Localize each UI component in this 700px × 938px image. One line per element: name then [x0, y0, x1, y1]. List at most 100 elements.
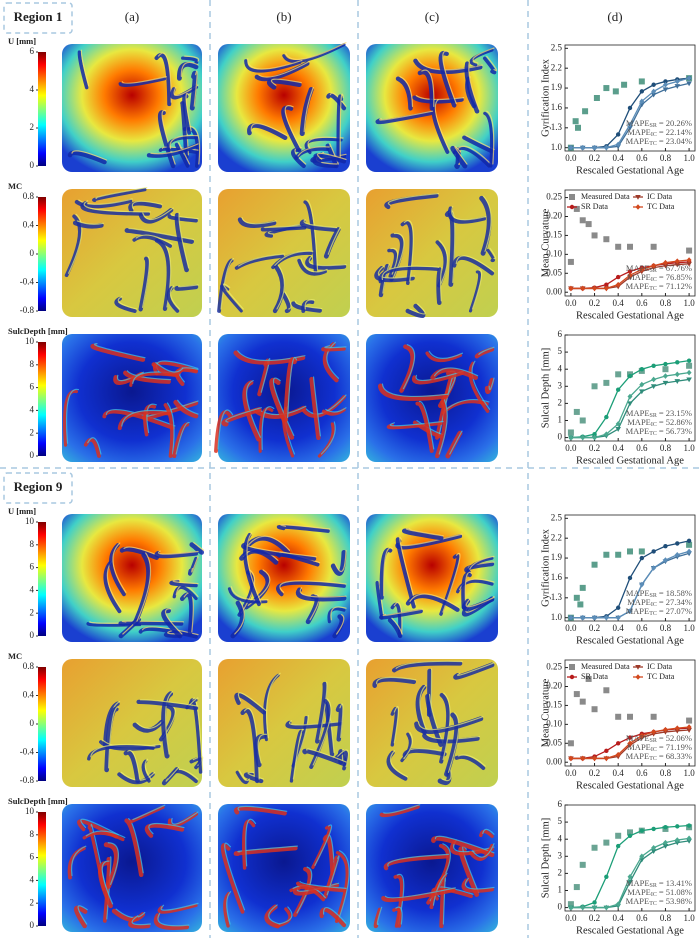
fold-highlight: [438, 399, 448, 455]
fold: [392, 907, 402, 928]
colorbar: [38, 812, 46, 926]
fold-highlight: [108, 706, 119, 769]
y-tick-label: 4: [558, 363, 563, 373]
colorbar-label: U [mm]: [8, 506, 36, 516]
y-tick-label: 1.9: [551, 82, 563, 92]
legend-label: TC Data: [647, 202, 675, 211]
x-tick-label: 1.0: [683, 153, 695, 163]
fold-highlight: [382, 608, 424, 616]
fold: [172, 585, 198, 601]
fold-highlight: [121, 76, 167, 84]
x-tick-label: 0.8: [660, 443, 672, 453]
fold-highlight: [296, 866, 313, 914]
data-point: [674, 728, 681, 734]
fold: [375, 581, 384, 620]
rendering: [366, 804, 498, 932]
data-point: [567, 429, 574, 436]
column-label: (d): [607, 9, 622, 24]
colorbar-tick-label: -0.8: [20, 775, 35, 785]
fold-highlight: [177, 141, 191, 165]
data-point: [638, 548, 645, 555]
fold-highlight: [112, 542, 127, 593]
y-tick-label: 5: [558, 346, 563, 356]
fold: [67, 150, 107, 165]
data-point: [627, 548, 633, 555]
data-point: [592, 904, 598, 911]
data-point: [686, 257, 692, 263]
x-tick-label: 0.4: [613, 443, 625, 453]
fold-highlight: [399, 536, 417, 606]
fold-highlight: [191, 556, 199, 573]
y-axis-label: Mean Curvature: [540, 678, 551, 747]
fold-highlight: [465, 596, 495, 608]
fold-highlight: [95, 186, 148, 199]
fold-highlight: [464, 571, 473, 606]
fold-highlight: [121, 620, 184, 623]
colorbar-tick-label: 0: [30, 920, 35, 930]
data-point: [651, 844, 657, 851]
data-point: [615, 421, 621, 427]
data-point: [638, 78, 645, 85]
data-point: [675, 360, 680, 365]
annotation-text: MAPE: [627, 742, 651, 752]
fold: [153, 913, 190, 930]
fold: [136, 699, 199, 711]
fold-highlight: [87, 437, 102, 455]
fold-highlight: [338, 850, 350, 920]
fold: [405, 303, 426, 319]
fold-highlight: [248, 535, 291, 551]
data-point: [567, 901, 574, 908]
legend-marker: [635, 665, 641, 670]
fold-highlight: [230, 586, 269, 601]
x-tick-label: 0.0: [565, 913, 577, 923]
colorbar: [38, 52, 46, 166]
fold-highlight: [457, 662, 495, 676]
data-point: [567, 740, 574, 747]
fold-highlight: [284, 105, 302, 149]
y-tick-label: 1.3: [551, 592, 563, 602]
annotation-value: = 52.86%: [659, 417, 692, 427]
fold-highlight: [292, 728, 305, 780]
y-tick-label: 0.15: [546, 229, 562, 239]
fold-highlight: [185, 92, 192, 132]
fold-highlight: [70, 845, 87, 877]
fold-highlight: [150, 143, 199, 155]
fold: [141, 759, 151, 783]
rendering: [218, 514, 350, 642]
data-point: [663, 543, 668, 549]
fold-highlight: [449, 430, 463, 455]
x-tick-label: 0.2: [589, 623, 600, 633]
fold: [315, 681, 328, 744]
annotation: MAPEIC = 76.85%: [627, 272, 692, 283]
fold: [452, 255, 495, 276]
annotation-sub: SR: [650, 738, 657, 744]
data-point: [651, 549, 656, 554]
data-point: [650, 243, 657, 250]
fold-highlight: [224, 842, 246, 911]
legend-marker: [635, 195, 641, 200]
fold: [379, 804, 420, 818]
fold: [399, 344, 415, 393]
data-point: [627, 393, 633, 400]
data-point: [575, 124, 581, 131]
annotation-text: MAPE: [626, 426, 650, 436]
x-tick-label: 0.2: [589, 298, 600, 308]
data-point: [651, 88, 657, 95]
data-point: [686, 835, 692, 842]
fold-highlight: [382, 263, 390, 294]
colorbar-tick-label: 0.8: [23, 661, 35, 671]
x-tick-label: 1.0: [683, 298, 695, 308]
fold-highlight: [222, 283, 244, 310]
fold: [242, 819, 256, 870]
x-tick-label: 1.0: [683, 913, 695, 923]
fold: [63, 389, 79, 447]
fold: [281, 105, 301, 153]
x-tick-label: 0.4: [613, 153, 625, 163]
fold-highlight: [304, 299, 315, 310]
annotation-value: = 71.19%: [659, 742, 692, 752]
fold: [379, 608, 423, 620]
chart: 1.01.31.61.92.22.50.0 0.2 0.4 0.6 0.8 1.0Gyri…: [540, 42, 696, 176]
data-point: [582, 108, 589, 115]
fold-highlight: [330, 606, 347, 621]
fold-highlight: [376, 906, 383, 926]
